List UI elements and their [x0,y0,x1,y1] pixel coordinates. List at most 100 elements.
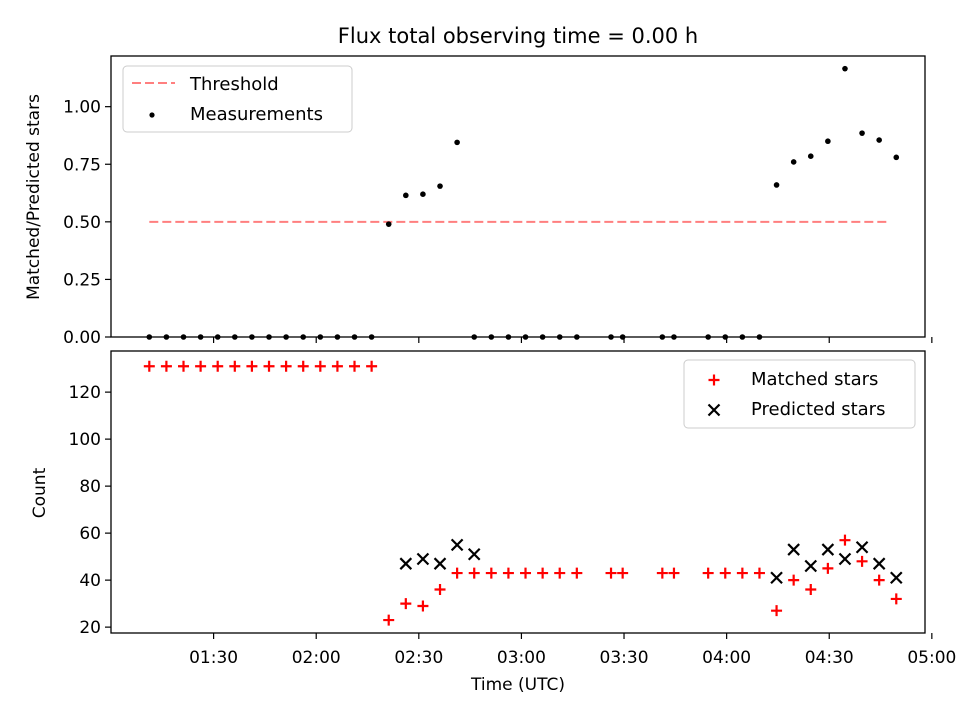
bottom-y-ticks: 20 40 60 80 100 120 [69,383,111,638]
measurement-point [197,334,204,340]
matched-star-point [890,593,902,605]
matched-star-point [212,360,224,372]
matched-star-point [160,360,172,372]
bottom-y-tick-label: 80 [79,477,101,497]
matched-star-point [554,567,566,579]
legend-predicted-swatch [707,403,721,417]
predicted-star-point [433,557,447,570]
predicted-star-point [889,571,903,585]
measurement-point [488,334,495,340]
top-y-tick-label: 0.50 [63,213,101,233]
matched-star-point [366,360,378,372]
legend-measurements-swatch [149,112,155,118]
matched-star-point [143,360,155,372]
matched-star-point [331,360,343,372]
matched-star-point [617,567,629,579]
measurement-point [876,137,882,143]
measurement-point [807,153,814,159]
matched-star-point [263,360,275,372]
legend-matched-label: Matched stars [751,369,878,390]
matched-star-point [656,567,668,579]
measurement-point [454,139,460,146]
matched-star-point [520,567,532,579]
measurement-point [619,334,626,340]
measurement-point [403,192,409,199]
matched-star-point [383,614,395,626]
matched-star-point [856,555,868,567]
top-y-tick-label: 1.00 [63,98,101,118]
measurement-point [283,334,289,340]
bottom-x-tick-label: 02:30 [394,648,443,668]
predicted-star-point [770,571,783,585]
predicted-star-point [821,543,835,556]
matched-star-point [229,360,241,372]
bottom-x-tick-label: 04:00 [702,648,751,668]
matched-star-point [805,584,817,596]
matched-star-point [822,562,834,574]
measurement-point [556,334,563,340]
predicted-star-point [838,552,852,566]
bottom-y-tick-label: 60 [79,524,101,544]
matched-star-point [771,605,783,617]
measurement-point [471,334,478,340]
matched-star-point [314,360,326,372]
predicted-star-point [416,552,430,566]
matched-star-point [434,584,446,596]
predicted-star-point [855,540,869,554]
measurement-point [825,138,831,145]
predicted-stars-points [399,538,903,585]
top-legend-box [122,65,353,133]
measurement-point [385,221,392,227]
bottom-x-tick-label: 02:00 [292,648,341,668]
matched-star-point [719,567,731,579]
measurement-point [163,334,170,340]
matched-star-point [702,567,714,579]
bottom-legend-box [683,359,916,429]
measurement-point [146,334,153,340]
bottom-x-tick-label: 04:30 [805,648,854,668]
matched-star-point [195,360,207,372]
legend-matched-swatch [708,374,720,386]
matched-star-point [571,567,583,579]
bottom-x-tick-label: 03:00 [497,648,546,668]
chart-title: Flux total observing time = 0.00 h [338,24,698,48]
legend-measurements-label: Measurements [190,104,323,125]
measurement-point [574,334,580,340]
measurement-point [608,334,614,340]
measurement-points [146,65,900,340]
matched-stars-points [143,360,902,626]
bottom-x-ticks: 01:30 02:00 02:30 03:00 03:30 04:00 04:30 05:00 [189,633,956,668]
measurement-point [420,191,426,197]
matched-star-point [246,360,258,372]
matched-star-point [297,360,309,372]
top-plot-frame [110,55,926,338]
measurement-point [317,334,324,340]
matched-star-point [605,567,617,579]
matched-star-point [417,600,429,612]
matched-star-point [788,574,800,586]
matched-star-point [736,567,748,579]
bottom-y-tick-label: 100 [69,430,101,450]
matched-star-point [668,567,680,579]
bottom-plot-frame [110,350,926,634]
predicted-star-point [804,559,818,573]
predicted-star-point [450,538,464,552]
predicted-star-point [399,557,413,570]
bottom-panel: 20 40 60 80 100 120 01:30 02:00 02:30 03:00 03:30… [30,350,956,695]
measurement-point [659,334,666,340]
predicted-star-point [872,557,886,570]
measurement-point [722,334,729,340]
top-y-ticks: 0.00 0.25 0.50 0.75 1.00 [63,98,111,348]
measurement-point [214,334,221,340]
legend-predicted-label: Predicted stars [751,399,885,420]
top-y-tick-label: 0.25 [63,270,101,290]
measurement-point [232,334,238,340]
top-y-axis-label: Matched/Predicted stars [24,94,44,300]
bottom-y-tick-label: 20 [79,618,101,638]
measurement-point [505,334,512,340]
measurement-point [300,334,307,340]
x-axis-label: Time (UTC) [470,675,565,695]
measurement-point [180,334,187,340]
legend-predicted-marker [707,403,721,417]
